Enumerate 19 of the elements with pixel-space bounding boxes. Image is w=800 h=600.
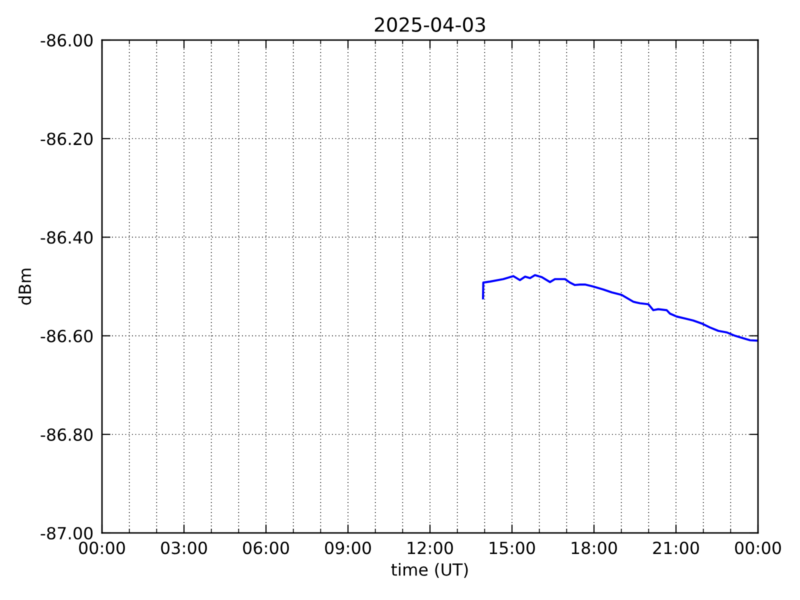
- x-tick-label: 03:00: [161, 542, 207, 554]
- y-tick-label: -86.00: [40, 34, 93, 47]
- x-tick-label: 21:00: [653, 542, 699, 554]
- x-tick-label: 15:00: [490, 542, 535, 554]
- x-tick-label: 00:00: [735, 542, 781, 554]
- y-tick-label: -86.20: [40, 132, 93, 146]
- x-tick-label: 00:00: [79, 542, 125, 554]
- chart-title: 2025-04-03: [374, 17, 485, 32]
- x-axis-title: time (UT): [391, 563, 468, 578]
- x-tick-label: 18:00: [572, 542, 617, 554]
- x-tick-label: 09:00: [325, 542, 371, 554]
- x-tick-label: 06:00: [243, 542, 289, 554]
- x-tick-label: 12:00: [408, 542, 453, 554]
- y-tick-label: -87.00: [40, 526, 93, 540]
- y-axis-title: dBm: [18, 268, 32, 305]
- line-series: [482, 274, 758, 342]
- y-tick-label: -86.60: [40, 330, 93, 342]
- y-tick-label: -86.80: [40, 428, 93, 441]
- y-tick-label: -86.40: [40, 231, 93, 244]
